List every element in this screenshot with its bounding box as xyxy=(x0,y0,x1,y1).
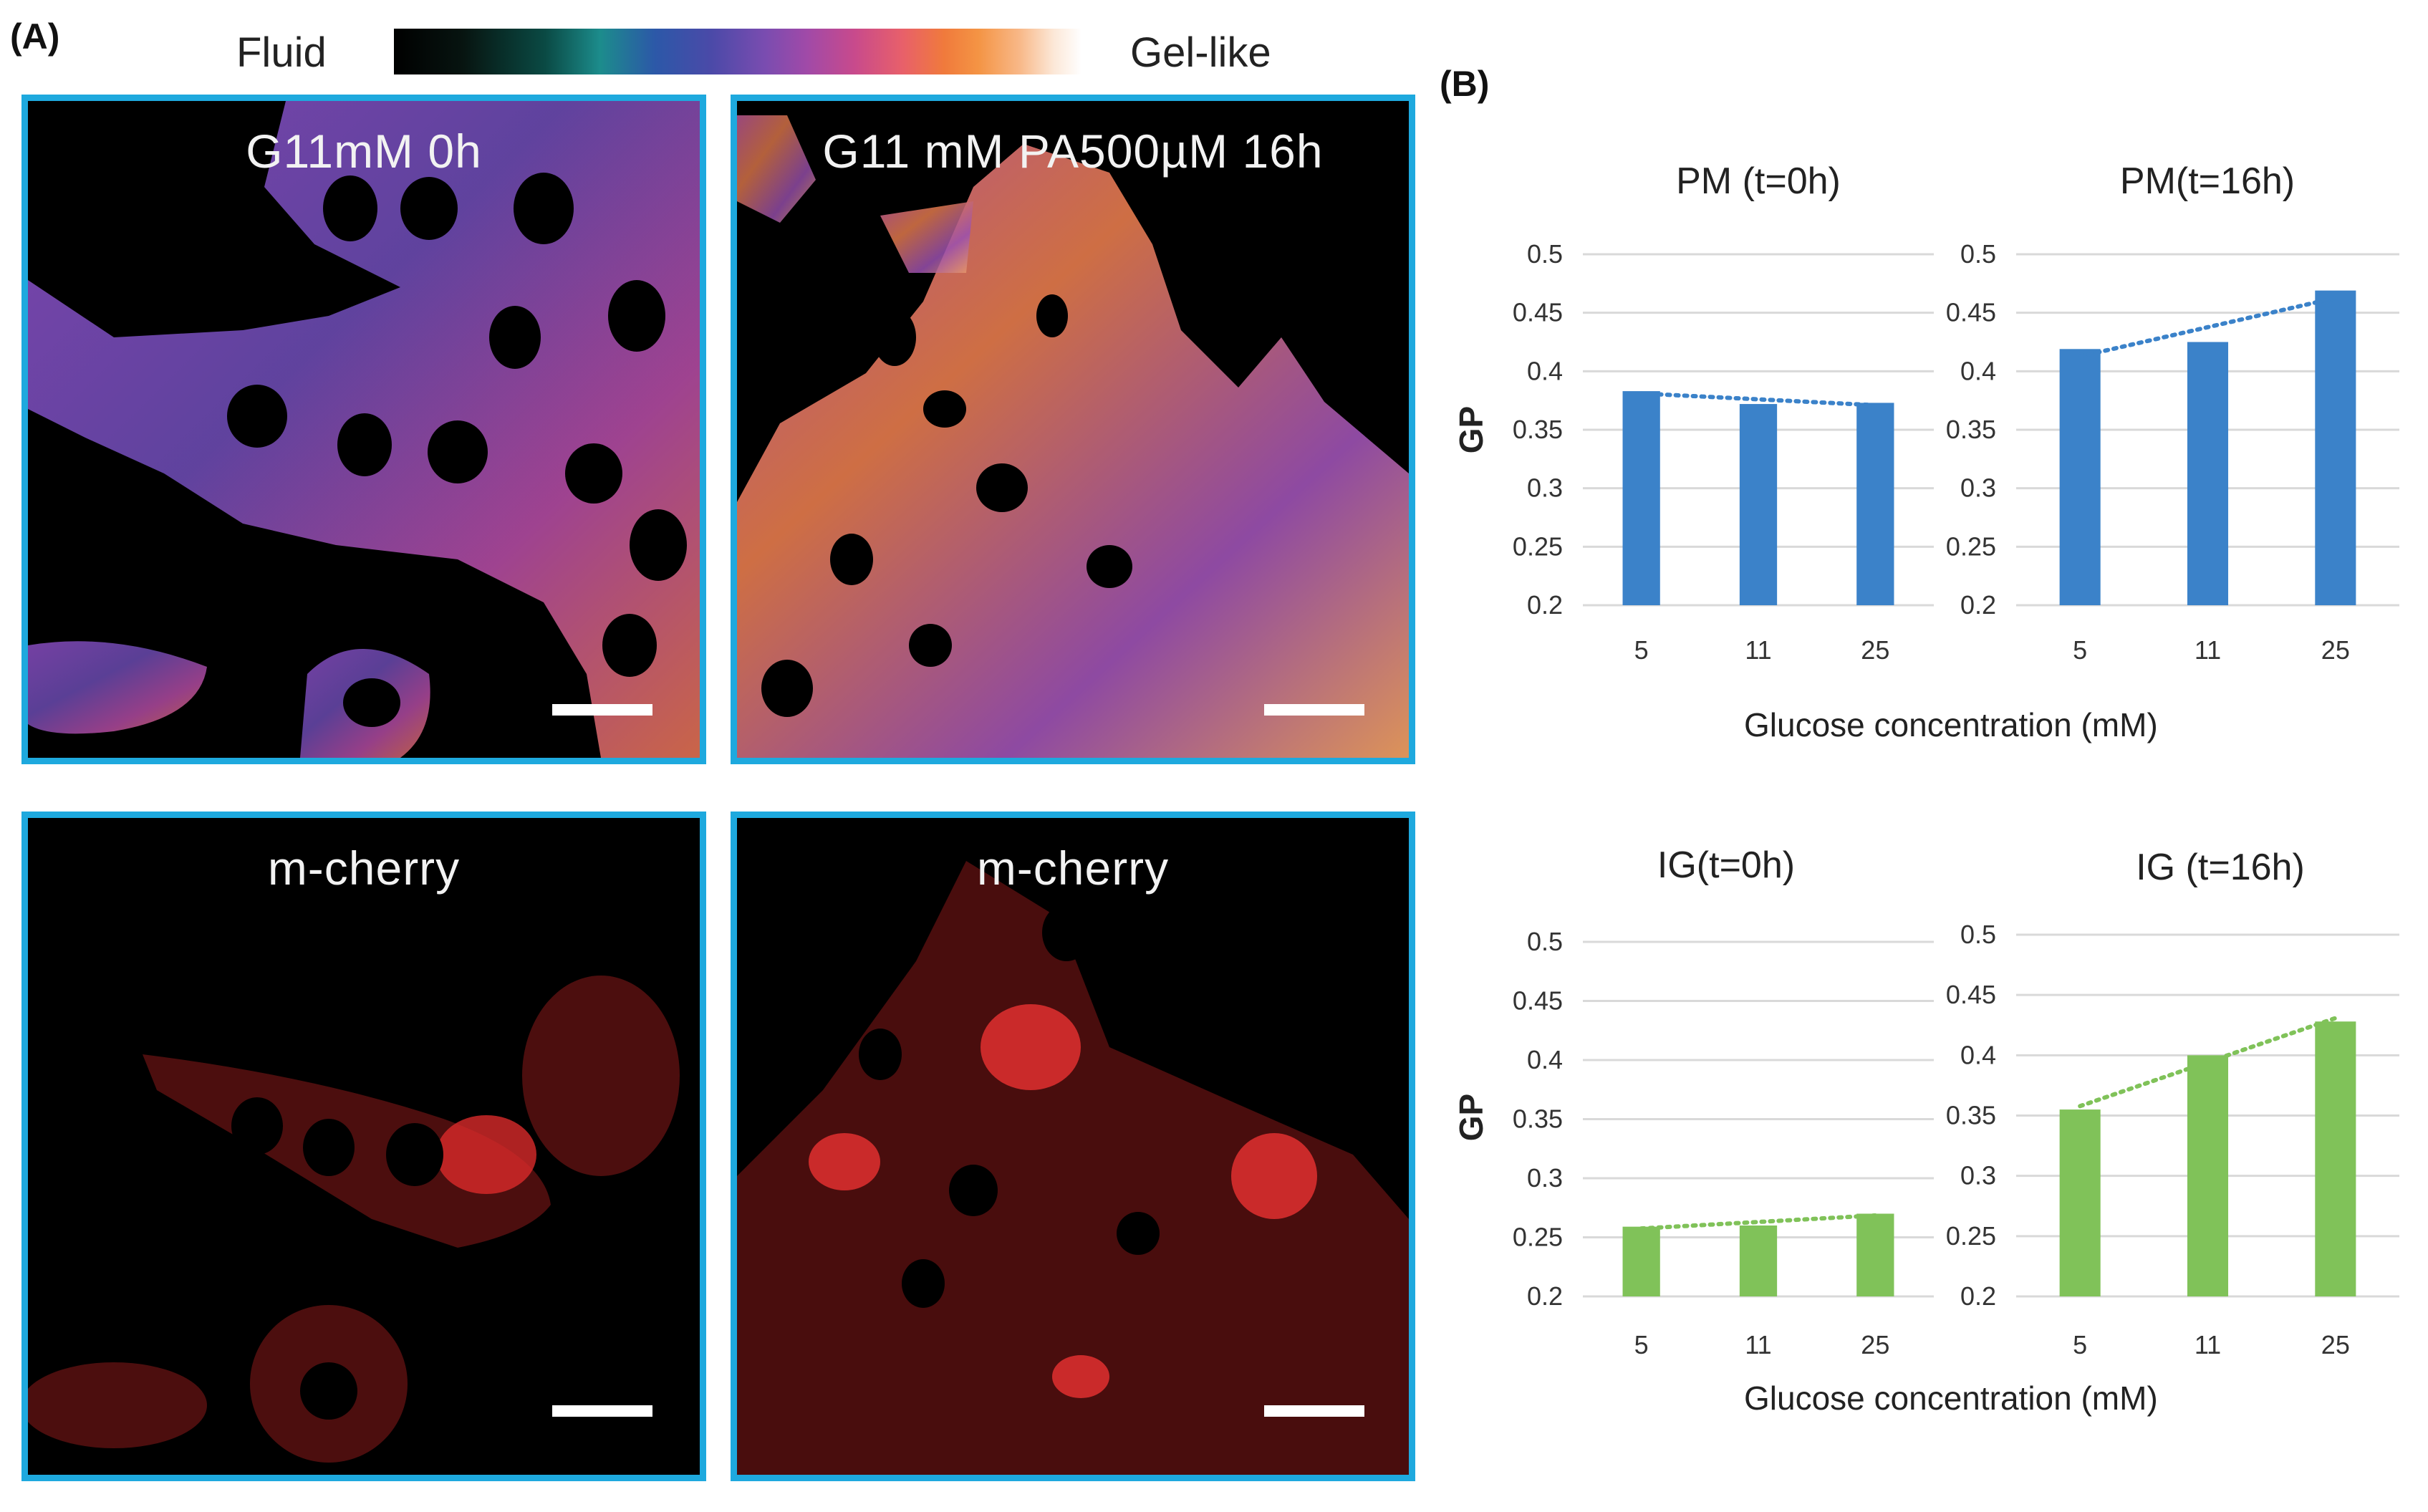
y-tick-label: 0.5 xyxy=(1527,927,1563,956)
trend-line xyxy=(2078,1016,2338,1109)
bar xyxy=(2315,1021,2356,1296)
image-title-mcherry-16h: m-cherry xyxy=(976,842,1170,895)
bar xyxy=(2059,1109,2101,1296)
x-tick-label: 25 xyxy=(2321,635,2350,665)
y-tick-label: 0.3 xyxy=(1960,1161,1996,1190)
y-tick-label: 0.4 xyxy=(1527,1045,1563,1074)
y-tick-label: 0.35 xyxy=(1946,415,1996,444)
y-tick-label: 0.5 xyxy=(1527,239,1563,269)
chart-pm-16h: PM(t=16h)0.50.450.40.350.30.250.25 11 25 xyxy=(1946,160,2399,665)
bar xyxy=(1856,1213,1894,1296)
image-gp-map-16h: G11 mM PA500µM 16h xyxy=(731,95,1415,764)
cell-image-gp-16h xyxy=(737,115,1409,758)
y-tick-label: 0.45 xyxy=(1513,298,1563,327)
x-tick-label: 5 xyxy=(2073,635,2087,665)
scale-bar xyxy=(1264,704,1364,716)
x-tick-label: 25 xyxy=(1861,1330,1889,1359)
bar xyxy=(1622,1226,1660,1296)
y-tick-label: 0.5 xyxy=(1960,239,1996,269)
x-axis-title-bottom: Glucose concentration (mM) xyxy=(1744,1379,2158,1417)
y-tick-label: 0.4 xyxy=(1960,356,1996,385)
panel-label-b: (B) xyxy=(1440,64,1490,104)
bar xyxy=(1856,403,1894,605)
y-tick-label: 0.25 xyxy=(1946,1221,1996,1251)
y-tick-label: 0.4 xyxy=(1960,1040,1996,1069)
chart-title: PM (t=0h) xyxy=(1676,160,1841,202)
cell-image-gp-0h xyxy=(28,101,700,758)
y-tick-label: 0.35 xyxy=(1946,1101,1996,1130)
chart-pm-0h: PM (t=0h) 0.5 0.45 0.4 0.35 0.3 0.25 0.2 GP 5 11 25 xyxy=(1453,160,1934,665)
chart-title: PM(t=16h) xyxy=(2120,160,2295,202)
y-tick-label: 0.45 xyxy=(1946,298,1996,327)
bar xyxy=(2059,349,2101,605)
x-tick-label: 11 xyxy=(2195,635,2221,665)
y-axis-title: GP xyxy=(1453,1094,1490,1141)
image-title-mcherry-0h: m-cherry xyxy=(267,842,461,895)
colorbar-right-label: Gel-like xyxy=(1130,29,1271,76)
y-tick-label: 0.3 xyxy=(1527,473,1563,503)
image-mcherry-16h: m-cherry xyxy=(731,812,1415,1481)
y-tick-label: 0.2 xyxy=(1960,1281,1996,1311)
x-tick-label: 25 xyxy=(1861,635,1889,665)
y-tick-label: 0.3 xyxy=(1960,473,1996,503)
scale-bar xyxy=(1264,1405,1364,1417)
cell-image-mcherry-0h xyxy=(28,976,680,1463)
scale-bar xyxy=(552,1405,652,1417)
chart-title: IG(t=0h) xyxy=(1657,844,1795,886)
x-tick-label: 5 xyxy=(1634,1330,1649,1359)
y-tick-label: 0.45 xyxy=(1946,980,1996,1009)
x-tick-label: 5 xyxy=(2073,1330,2087,1359)
chart-title: IG (t=16h) xyxy=(2136,847,2305,888)
bar xyxy=(2187,342,2229,605)
x-tick-label: 11 xyxy=(1745,635,1771,665)
x-tick-label: 25 xyxy=(2321,1330,2350,1359)
y-tick-label: 0.25 xyxy=(1513,1223,1563,1252)
y-tick-label: 0.4 xyxy=(1527,356,1563,385)
chart-ig-16h: IG (t=16h)0.50.450.40.350.30.250.25 11 25 xyxy=(1946,847,2399,1359)
y-tick-label: 0.3 xyxy=(1527,1163,1563,1193)
bar xyxy=(1739,404,1778,605)
y-tick-label: 0.5 xyxy=(1960,920,1996,949)
bar xyxy=(1739,1226,1778,1296)
x-tick-label: 11 xyxy=(1745,1330,1771,1359)
chart-ig-0h: IG(t=0h) 0.5 0.45 0.4 0.35 0.3 0.25 0.2 GP 5 11 25 xyxy=(1453,844,1934,1359)
y-tick-label: 0.25 xyxy=(1513,531,1563,561)
trend-line xyxy=(1639,391,1878,408)
y-tick-label: 0.2 xyxy=(1527,590,1563,620)
x-tick-label: 5 xyxy=(1634,635,1649,665)
trend-line xyxy=(1639,1213,1878,1231)
cell-image-mcherry-16h xyxy=(737,861,1409,1475)
y-tick-label: 0.35 xyxy=(1513,1104,1563,1134)
y-tick-label: 0.45 xyxy=(1513,986,1563,1016)
bar xyxy=(1622,391,1660,605)
x-tick-label: 11 xyxy=(2195,1330,2221,1359)
image-title-gp-0h: G11mM 0h xyxy=(246,125,482,178)
panel-label-a: (A) xyxy=(10,16,60,57)
colorbar-gradient xyxy=(394,29,1081,74)
y-axis-title: GP xyxy=(1453,406,1490,453)
scale-bar xyxy=(552,704,652,716)
y-tick-label: 0.2 xyxy=(1960,590,1996,620)
bar xyxy=(2315,290,2356,605)
image-gp-map-0h: G11mM 0h xyxy=(21,95,706,764)
bar xyxy=(2187,1055,2229,1296)
y-tick-label: 0.35 xyxy=(1513,415,1563,444)
image-mcherry-0h: m-cherry xyxy=(21,812,706,1481)
x-axis-title-top: Glucose concentration (mM) xyxy=(1744,706,2158,743)
colorbar-left-label: Fluid xyxy=(236,29,327,76)
y-tick-label: 0.2 xyxy=(1527,1281,1563,1311)
y-tick-label: 0.25 xyxy=(1946,531,1996,561)
trend-line xyxy=(2078,295,2338,359)
image-title-gp-16h: G11 mM PA500µM 16h xyxy=(822,125,1324,178)
